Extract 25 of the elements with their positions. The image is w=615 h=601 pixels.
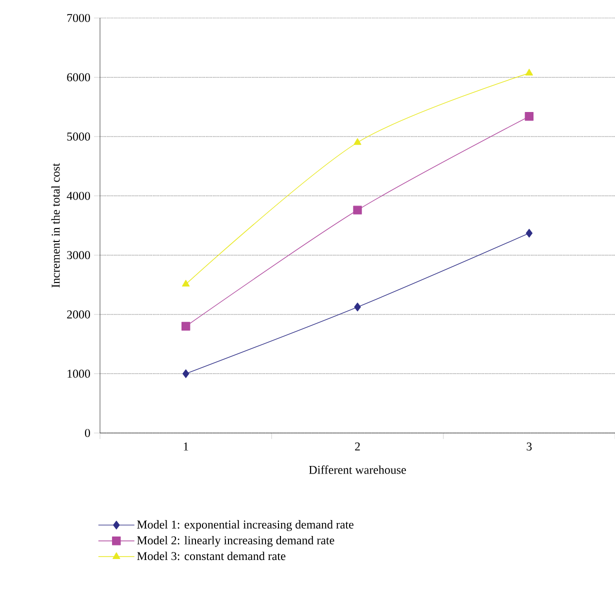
point [526, 228, 533, 238]
x-axis-title: Different warehouse [308, 465, 406, 474]
legend-label: Model 1: exponential increasing demand rate [137, 520, 354, 532]
point [182, 369, 190, 378]
x-tick-label: 3 [526, 442, 532, 451]
x-tick-label: 1 [184, 442, 188, 450]
point [354, 138, 362, 145]
y-axis-title: Increment in the total cost [51, 163, 60, 288]
x-tick-label: 2 [355, 442, 360, 450]
point [181, 322, 190, 331]
y-tick-label: 6000 [67, 73, 90, 82]
point [524, 112, 534, 121]
point [182, 280, 190, 287]
point [525, 68, 533, 76]
point [353, 206, 362, 214]
y-tick-label: 7000 [67, 14, 90, 22]
legend-label: Model 3: constant demand rate [137, 552, 286, 560]
y-tick-label: 4000 [66, 192, 90, 200]
point [354, 302, 361, 312]
y-tick-label: 0 [84, 428, 90, 438]
y-tick-label: 5000 [67, 132, 90, 141]
y-tick-label: 2000 [67, 310, 90, 318]
y-tick-label: 3000 [67, 251, 90, 260]
y-tick-label: 1000 [68, 370, 90, 378]
legend-label: Model 2: linearly increasing demand rate [137, 536, 334, 547]
